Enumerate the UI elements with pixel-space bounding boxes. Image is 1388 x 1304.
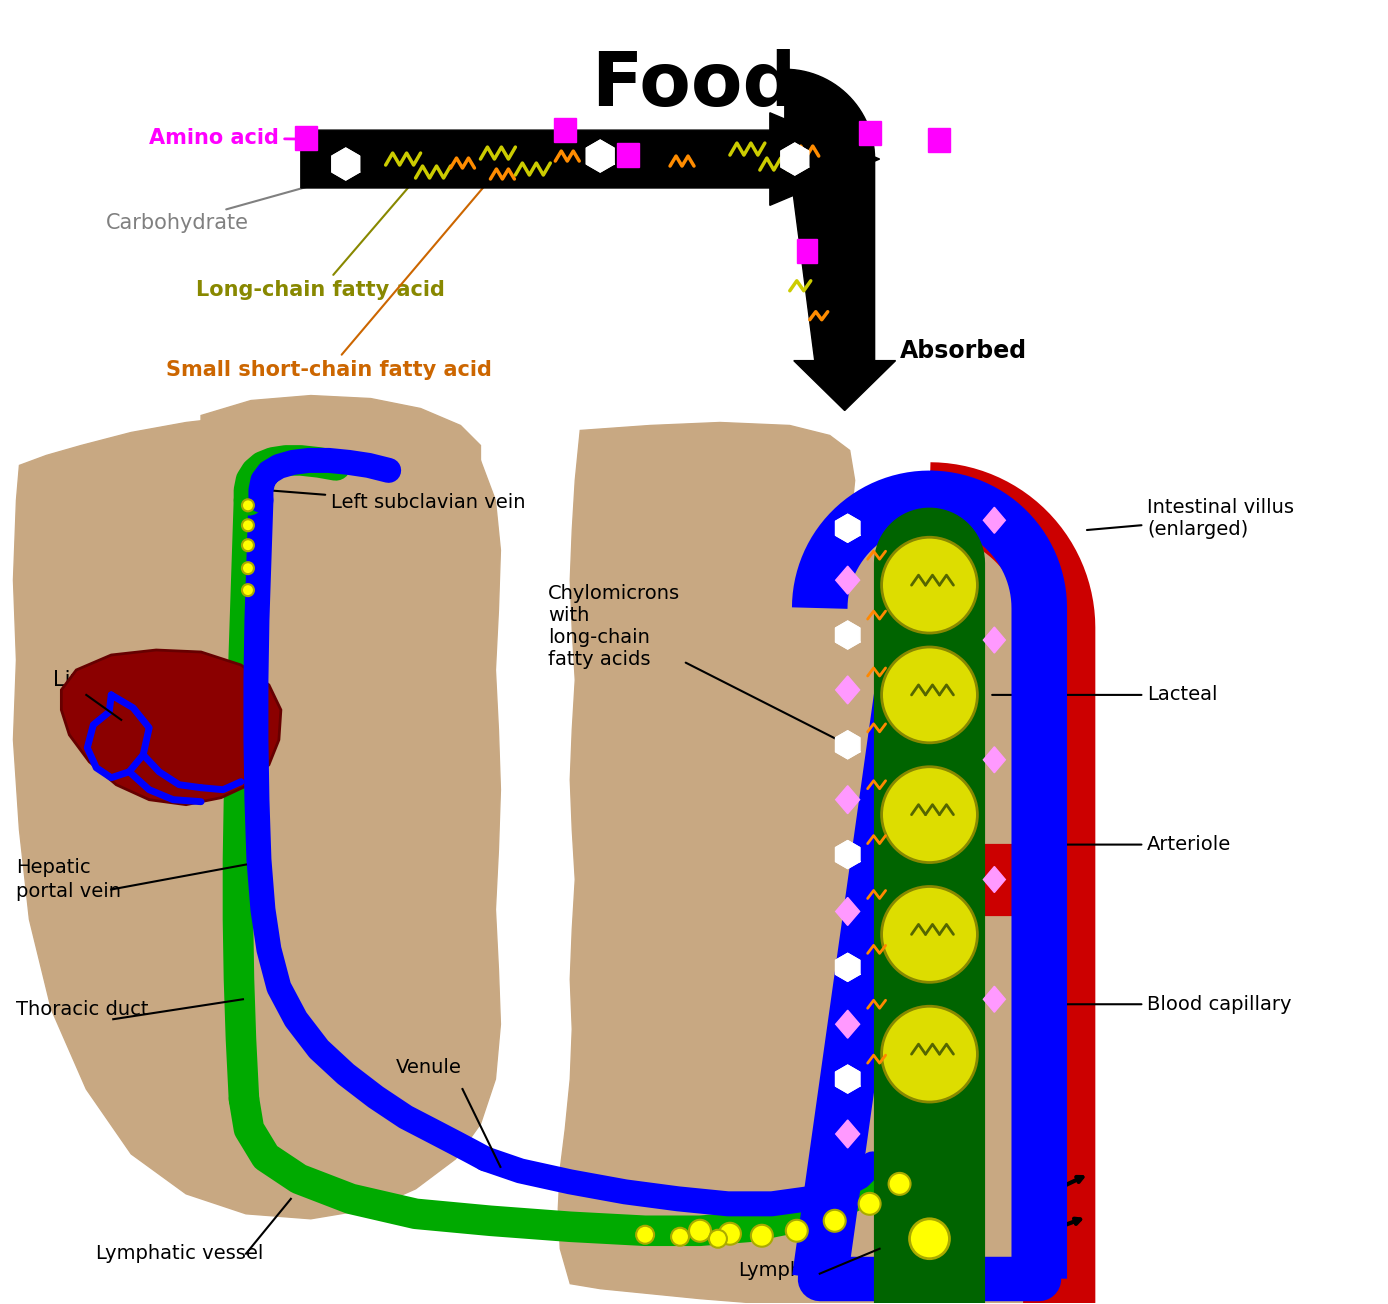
FancyBboxPatch shape xyxy=(294,126,316,150)
Text: Arteriole: Arteriole xyxy=(1067,835,1231,854)
Polygon shape xyxy=(983,507,1005,533)
Text: Liver: Liver xyxy=(53,670,104,690)
Circle shape xyxy=(751,1224,773,1247)
Circle shape xyxy=(909,1219,949,1258)
Polygon shape xyxy=(61,649,280,805)
Polygon shape xyxy=(983,986,1005,1012)
Text: Thoracic duct: Thoracic duct xyxy=(17,1000,149,1018)
FancyBboxPatch shape xyxy=(797,239,816,263)
Polygon shape xyxy=(836,1065,859,1093)
FancyBboxPatch shape xyxy=(929,128,951,153)
FancyBboxPatch shape xyxy=(618,143,638,167)
Circle shape xyxy=(888,1172,911,1194)
Circle shape xyxy=(242,499,254,511)
Text: Lymph: Lymph xyxy=(738,1261,802,1281)
Text: Left subclavian vein: Left subclavian vein xyxy=(272,490,525,512)
Circle shape xyxy=(881,647,977,743)
Polygon shape xyxy=(332,149,359,180)
FancyBboxPatch shape xyxy=(554,119,576,142)
FancyBboxPatch shape xyxy=(859,121,880,145)
Circle shape xyxy=(670,1228,688,1245)
Polygon shape xyxy=(874,509,984,1304)
Text: Food: Food xyxy=(591,50,797,123)
Text: Absorbed: Absorbed xyxy=(899,339,1027,363)
Polygon shape xyxy=(836,621,859,649)
Circle shape xyxy=(242,519,254,531)
Text: Chylomicrons
with
long-chain
fatty acids: Chylomicrons with long-chain fatty acids xyxy=(548,584,845,743)
Polygon shape xyxy=(775,498,1084,1304)
Circle shape xyxy=(881,1007,977,1102)
Polygon shape xyxy=(836,786,859,814)
Polygon shape xyxy=(781,143,809,175)
Text: Small short-chain fatty acid: Small short-chain fatty acid xyxy=(167,181,491,379)
Circle shape xyxy=(881,767,977,862)
Polygon shape xyxy=(836,1011,859,1038)
Circle shape xyxy=(636,1226,654,1244)
Polygon shape xyxy=(836,953,859,982)
Polygon shape xyxy=(983,627,1005,653)
Circle shape xyxy=(859,1193,880,1215)
Polygon shape xyxy=(836,675,859,704)
Text: Long-chain fatty acid: Long-chain fatty acid xyxy=(196,181,446,300)
Text: Blood capillary: Blood capillary xyxy=(1047,995,1291,1013)
Text: Carbohydrate: Carbohydrate xyxy=(107,177,343,233)
Text: Intestinal villus
(enlarged): Intestinal villus (enlarged) xyxy=(1087,498,1294,539)
Polygon shape xyxy=(836,841,859,868)
Text: Lacteal: Lacteal xyxy=(992,686,1217,704)
Circle shape xyxy=(719,1223,741,1245)
Polygon shape xyxy=(836,566,859,595)
Polygon shape xyxy=(836,897,859,926)
Polygon shape xyxy=(586,140,613,172)
Polygon shape xyxy=(836,730,859,759)
Polygon shape xyxy=(14,412,501,1219)
Polygon shape xyxy=(201,395,480,466)
Polygon shape xyxy=(558,422,887,1303)
Polygon shape xyxy=(784,69,895,411)
Circle shape xyxy=(242,562,254,574)
Circle shape xyxy=(823,1210,845,1232)
Circle shape xyxy=(709,1230,727,1248)
Text: Venule: Venule xyxy=(396,1058,461,1077)
Circle shape xyxy=(242,584,254,596)
Polygon shape xyxy=(983,867,1005,892)
Circle shape xyxy=(881,887,977,982)
Circle shape xyxy=(242,540,254,552)
Text: Hepatic
portal vein: Hepatic portal vein xyxy=(17,858,121,901)
Polygon shape xyxy=(836,514,859,542)
FancyArrow shape xyxy=(301,112,880,205)
Polygon shape xyxy=(836,1120,859,1148)
Circle shape xyxy=(881,537,977,632)
Text: Amino acid: Amino acid xyxy=(149,128,303,149)
Text: Lymphatic vessel: Lymphatic vessel xyxy=(96,1244,264,1264)
Circle shape xyxy=(688,1219,711,1241)
Polygon shape xyxy=(991,143,1019,175)
Circle shape xyxy=(786,1219,808,1241)
Polygon shape xyxy=(983,747,1005,773)
